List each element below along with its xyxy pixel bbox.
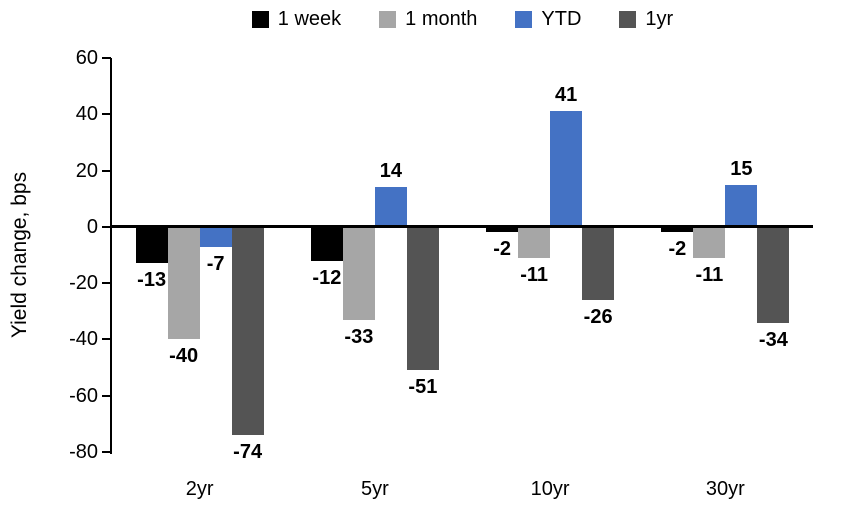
bar-value-label: -51: [408, 376, 438, 399]
legend-item-1yr: 1yr: [619, 8, 673, 31]
legend-swatch: [619, 11, 637, 28]
legend-swatch: [515, 11, 533, 28]
bar-1-week-30yr: [661, 226, 694, 233]
bar-value-label: -74: [233, 441, 263, 464]
plot-area: 60 40 20 0 -20 -40 -60 -80 -13 -12 -2 -2 -40 -33 -11 -1…: [69, 47, 813, 500]
y-tick-label: -40: [69, 328, 98, 351]
y-tick-label: 40: [75, 103, 98, 126]
y-tick: [102, 282, 111, 285]
bar-value-label: 15: [730, 157, 753, 180]
y-tick: [102, 169, 111, 172]
legend-swatch: [251, 11, 269, 28]
y-tick: [102, 338, 111, 341]
legend-label: 1yr: [645, 8, 674, 30]
bar-value-label: -40: [169, 345, 199, 368]
bar-value-label: -11: [695, 263, 724, 286]
y-tick-label: -80: [69, 441, 98, 463]
bar-value-label: 41: [555, 84, 578, 107]
bar-1-week-5yr: [310, 226, 343, 261]
bar-1-month-5yr: [342, 226, 375, 320]
x-category-label-10yr: 10yr: [530, 478, 570, 500]
bar-value-label: -12: [312, 266, 342, 289]
y-axis-line: [110, 58, 112, 454]
bar-1-month-30yr: [693, 226, 726, 258]
x-category-label-5yr: 5yr: [360, 478, 389, 500]
y-tick: [102, 451, 111, 453]
y-tick-label: 60: [75, 47, 98, 69]
x-axis-zero-line: [110, 225, 813, 229]
legend-item-1-month: 1 month: [379, 8, 477, 31]
bar-1-week-10yr: [486, 226, 519, 233]
y-tick: [102, 113, 111, 116]
bar-ytd-2yr: [199, 226, 232, 247]
bar-value-label: -13: [137, 269, 167, 292]
bar-1-month-10yr: [518, 226, 551, 258]
y-tick: [102, 394, 111, 397]
bar-value-label: -11: [520, 263, 549, 286]
bar-value-label: -7: [206, 252, 225, 275]
legend-label: YTD: [541, 8, 582, 30]
bar-value-label: -2: [668, 238, 687, 261]
y-tick: [102, 57, 111, 59]
legend-label: 1 week: [277, 8, 342, 30]
bar-value-label: -33: [344, 325, 374, 348]
bar-ytd-30yr: [725, 184, 758, 227]
bar-1yr-30yr: [757, 226, 790, 323]
bar-ytd-10yr: [550, 111, 583, 227]
legend-item-ytd: YTD: [515, 8, 581, 31]
legend-item-1-week: 1 week: [251, 8, 342, 31]
bar-1yr-2yr: [231, 226, 264, 436]
y-tick-label: 0: [86, 215, 98, 238]
legend-swatch: [379, 11, 397, 28]
bar-ytd-5yr: [374, 187, 407, 227]
bar-value-label: -2: [493, 238, 512, 261]
y-tick-label: 20: [75, 159, 98, 182]
bar-1yr-5yr: [406, 226, 439, 371]
bar-1-month-2yr: [167, 226, 200, 340]
y-tick-label: -60: [69, 384, 98, 407]
y-tick-label: -20: [69, 272, 98, 295]
y-tick: [102, 225, 111, 228]
legend-label: 1 month: [405, 8, 478, 30]
bar-value-label: -26: [583, 306, 613, 329]
bar-1yr-10yr: [582, 226, 615, 300]
x-category-label-2yr: 2yr: [185, 478, 214, 500]
bar-value-label: -34: [758, 328, 788, 351]
bar-value-label: 14: [379, 160, 402, 183]
bar-1-week-2yr: [135, 226, 168, 264]
x-category-label-30yr: 30yr: [705, 478, 745, 500]
y-axis-title: Yield change, bps: [8, 171, 31, 339]
chart-legend: 1 week 1 month YTD 1yr: [112, 8, 813, 31]
